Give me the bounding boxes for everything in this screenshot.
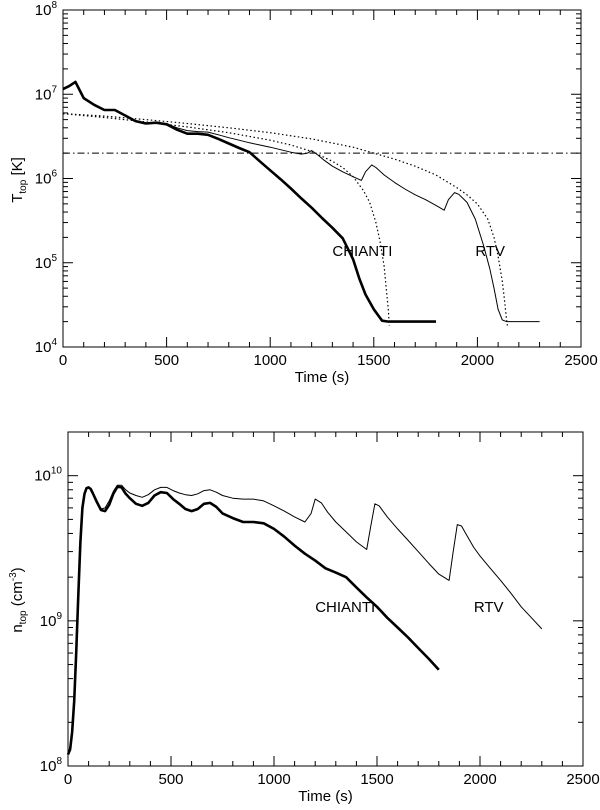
y-axis-label: ntop (cm-3) — [8, 567, 29, 632]
x-tick-label: 500 — [158, 771, 183, 788]
annotation-chianti: CHIANTI — [332, 243, 392, 260]
x-tick-label: 2500 — [564, 352, 597, 369]
x-tick-label: 0 — [59, 352, 67, 369]
x-axis-label: Time (s) — [295, 369, 349, 386]
annotation-chianti: CHIANTI — [315, 599, 375, 616]
series-dotted-2 — [62, 113, 390, 326]
series-dotted-3 — [62, 113, 508, 326]
y-tick-label: 106 — [35, 169, 58, 188]
y-tick-label: 108 — [40, 756, 63, 775]
x-tick-label: 1500 — [360, 771, 393, 788]
x-axis-label: Time (s) — [298, 788, 352, 805]
series-chianti — [66, 485, 440, 756]
y-tick-label: 109 — [40, 611, 63, 630]
annotation-rtv: RTV — [475, 243, 505, 260]
y-tick-label: 105 — [35, 253, 58, 272]
chart-panel-2: 0 500 1000 1500 2000 2500 108 109 1010 Time (s) nt… — [8, 431, 600, 805]
plot-frame — [62, 9, 582, 348]
plot-frame — [67, 431, 584, 767]
x-tick-label: 0 — [64, 771, 72, 788]
y-tick-label: 108 — [35, 0, 58, 19]
x-tick-label: 2000 — [463, 771, 496, 788]
x-tick-label: 2000 — [461, 352, 494, 369]
x-tick-label: 1500 — [357, 352, 390, 369]
y-axis-label: Ttop [K] — [9, 157, 29, 203]
series-rtv — [62, 81, 540, 323]
y-tick-label: 1010 — [34, 466, 62, 485]
x-tick-label: 2500 — [566, 771, 599, 788]
x-tick-label: 1000 — [257, 771, 290, 788]
x-tick-label: 500 — [154, 352, 179, 369]
y-tick-label: 104 — [35, 337, 58, 356]
chart-panel-1: 0 500 1000 1500 2000 2500 104 105 106 107 108 Time … — [9, 0, 598, 386]
y-tick-label: 107 — [35, 84, 58, 103]
x-tick-label: 1000 — [254, 352, 287, 369]
annotation-rtv: RTV — [474, 599, 504, 616]
series-rtv — [67, 484, 543, 755]
